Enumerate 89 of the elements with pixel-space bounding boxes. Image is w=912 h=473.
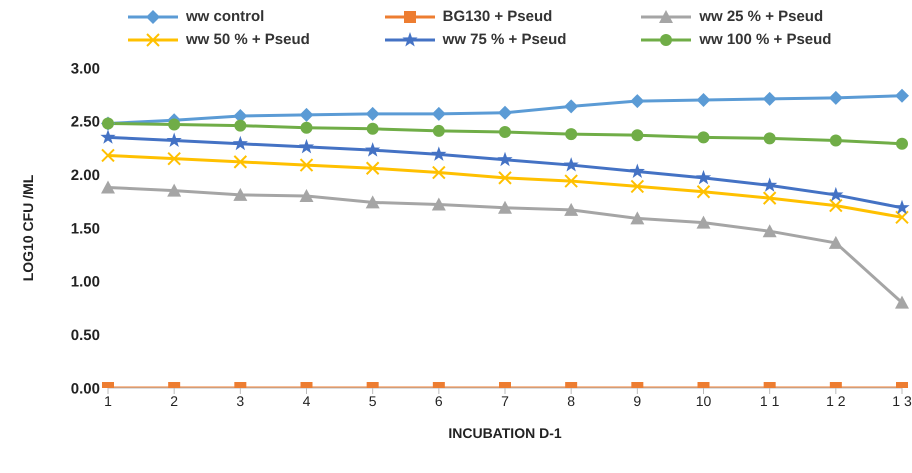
point <box>564 99 578 114</box>
point <box>762 224 777 238</box>
point <box>432 106 446 121</box>
y-tick-label: 0.00 <box>70 380 100 398</box>
y-tick-label: 2.50 <box>70 114 100 131</box>
y-tick-label: 0.50 <box>70 326 100 344</box>
point <box>432 198 446 211</box>
point <box>828 90 843 105</box>
point <box>166 132 182 148</box>
point <box>298 138 314 154</box>
point <box>365 142 380 157</box>
point <box>101 180 115 194</box>
point <box>630 179 644 194</box>
y-tick-label: 1.00 <box>70 274 100 291</box>
point <box>300 189 314 202</box>
x-tick-label: 10 <box>696 392 712 409</box>
x-tick-label: 1 <box>104 392 112 409</box>
point <box>895 296 909 309</box>
point <box>698 131 710 144</box>
x-tick-label: 9 <box>633 392 642 409</box>
point <box>565 128 578 140</box>
point <box>234 120 246 132</box>
point <box>696 93 710 107</box>
y-tick-label: 3.00 <box>70 60 100 78</box>
point <box>100 129 116 144</box>
point <box>366 161 380 176</box>
point <box>168 118 180 131</box>
x-tick-label: 8 <box>567 392 576 409</box>
point <box>167 184 182 197</box>
legend-label: BG130 + Pseud <box>442 8 552 25</box>
x-tick-label: 3 <box>236 392 244 409</box>
point <box>696 184 710 199</box>
x-tick-label: 6 <box>434 392 443 409</box>
point <box>499 126 511 138</box>
legend-label: ww control <box>186 8 264 25</box>
legend-label: ww 25 % + Pseud <box>699 8 824 25</box>
x-tick-label: 5 <box>368 392 377 409</box>
point <box>696 170 712 184</box>
point <box>828 186 844 202</box>
point <box>366 122 379 135</box>
y-tick-label: 2.00 <box>70 166 100 184</box>
point <box>828 198 843 213</box>
point <box>894 200 910 214</box>
point <box>233 154 248 169</box>
point <box>498 170 512 185</box>
x-tick-label: 2 <box>170 392 178 409</box>
point <box>631 129 644 142</box>
point <box>300 108 314 122</box>
point <box>167 152 182 166</box>
point <box>431 146 446 161</box>
x-tick-label: 4 <box>302 392 311 409</box>
point <box>432 124 445 137</box>
x-tick-label: 1 3 <box>892 392 912 409</box>
point <box>762 92 777 106</box>
point <box>895 210 909 224</box>
x-tick-label: 7 <box>501 392 510 409</box>
point <box>300 158 314 172</box>
point <box>895 88 909 103</box>
point <box>366 106 380 121</box>
legend-label: ww 50 % + Pseud <box>186 31 310 48</box>
point <box>232 136 248 150</box>
x-tick-label: 1 2 <box>826 392 846 409</box>
point <box>762 191 777 206</box>
point <box>896 138 908 150</box>
legend-label: ww 100 % + Pseud <box>699 31 832 48</box>
point <box>828 236 843 249</box>
x-axis-title: INCUBATION D-1 <box>448 425 562 441</box>
point <box>564 157 579 172</box>
point <box>762 177 778 192</box>
y-tick-label: 1.50 <box>70 220 100 238</box>
point <box>498 200 512 214</box>
point <box>564 202 578 216</box>
point <box>498 106 512 120</box>
y-axis-title: LOG10 CFU /ML <box>20 174 36 282</box>
point <box>366 195 380 208</box>
point <box>300 122 312 134</box>
point <box>497 152 513 166</box>
legend-label: ww 75 % + Pseud <box>442 31 566 48</box>
point <box>101 148 115 162</box>
point <box>432 166 446 180</box>
point <box>764 132 776 144</box>
x-tick-label: 1 1 <box>760 392 780 409</box>
point <box>696 216 710 229</box>
point <box>630 211 644 224</box>
point <box>233 188 248 201</box>
point <box>564 174 578 188</box>
point <box>830 134 842 147</box>
point <box>630 94 644 108</box>
point <box>630 163 645 178</box>
